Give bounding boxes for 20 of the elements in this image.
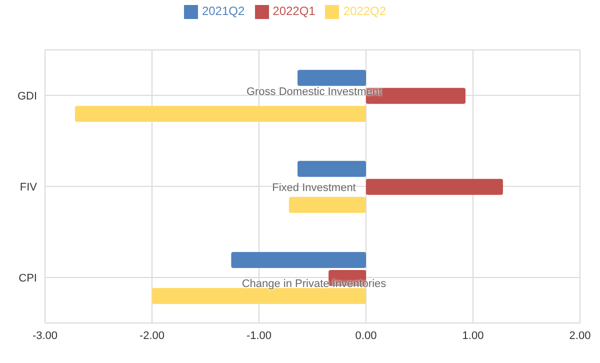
- legend-label: 2022Q2: [343, 4, 386, 18]
- x-tick-label: 2.00: [569, 330, 591, 342]
- x-tick-label: 1.00: [462, 330, 484, 342]
- bar: [298, 160, 366, 177]
- x-tick-label: -1.00: [246, 330, 272, 342]
- bar: [298, 70, 366, 86]
- bar: [74, 106, 366, 122]
- legend-label: 2021Q2: [202, 4, 245, 18]
- x-tick-label: 0.00: [355, 330, 377, 342]
- legend-label: 2022Q1: [272, 4, 316, 18]
- x-tick-label: -2.00: [139, 330, 165, 342]
- y-tick-label: GDI: [17, 90, 37, 102]
- bar: [288, 196, 366, 213]
- bar: [366, 178, 503, 195]
- y-tick-label: FIV: [20, 181, 38, 194]
- x-tick-label: -3.00: [32, 330, 58, 342]
- y-tick-label: CPI: [18, 272, 37, 284]
- bar: [152, 288, 366, 304]
- bar: [231, 252, 366, 268]
- annotation: Fixed Investment: [271, 182, 357, 194]
